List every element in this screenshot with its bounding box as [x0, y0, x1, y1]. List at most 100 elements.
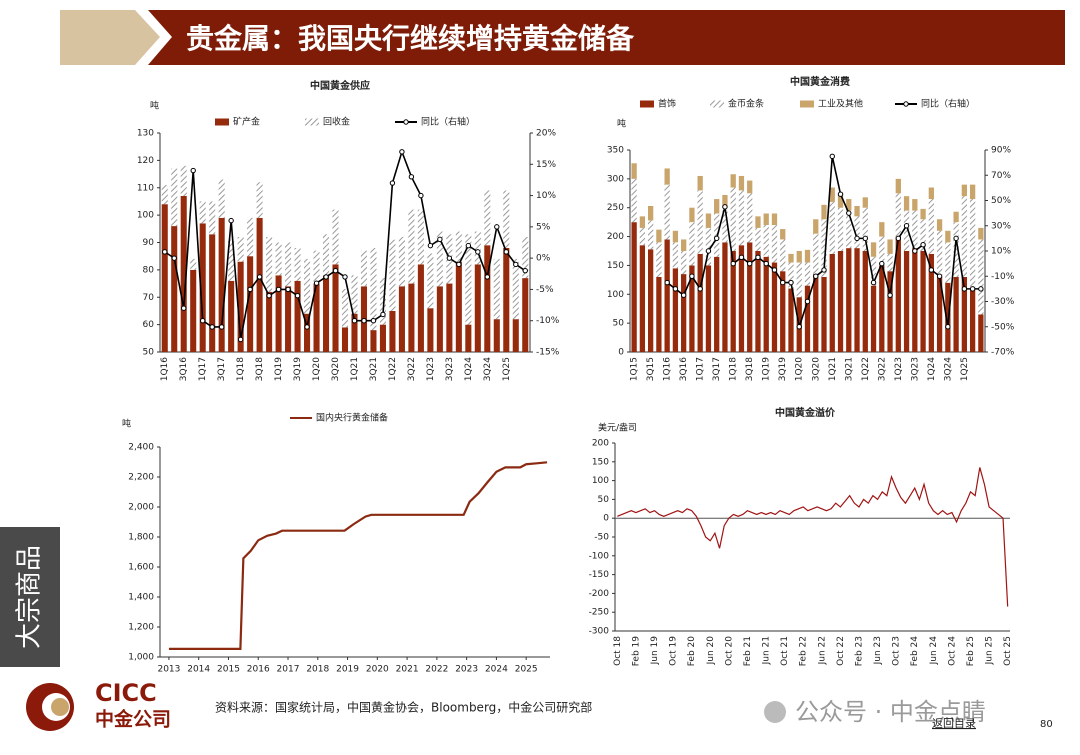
- bar-segment: [928, 253, 934, 352]
- line-marker: [162, 249, 168, 255]
- line-marker: [484, 274, 491, 280]
- bar-segment: [446, 283, 453, 352]
- bar-segment: [697, 175, 703, 191]
- bar-segment: [912, 199, 918, 211]
- bar-segment: [879, 265, 885, 352]
- line-marker: [780, 279, 786, 286]
- bar-segment: [705, 213, 712, 228]
- x-tick-label: Oct 18: [613, 636, 623, 666]
- bar-segment: [689, 207, 695, 223]
- x-tick-label: Jun 21: [762, 636, 772, 665]
- line-marker: [408, 174, 415, 180]
- yticks-label: 130: [137, 129, 154, 139]
- y2ticks-label: -15%: [536, 348, 560, 358]
- y2ticks-label: 70%: [991, 171, 1011, 181]
- bar-segment: [237, 237, 244, 262]
- x-tick-label: 3Q22: [877, 357, 887, 381]
- yticks-label: 2,200: [128, 473, 154, 483]
- header-accent: [60, 10, 160, 65]
- line-marker: [313, 280, 320, 286]
- bar-segment: [870, 242, 877, 257]
- bar-segment: [256, 217, 263, 352]
- x-tick-label: 1Q16: [160, 357, 170, 382]
- bar-segment: [763, 256, 769, 352]
- line-marker: [209, 324, 215, 330]
- x-tick-label: 1Q23: [894, 357, 904, 381]
- line-marker: [936, 273, 943, 279]
- line-marker: [978, 286, 984, 292]
- bar-segment: [218, 217, 225, 352]
- line-marker: [418, 192, 424, 199]
- yticks-label: 50: [598, 495, 610, 505]
- bar-segment: [266, 291, 273, 352]
- bar-segment: [199, 201, 206, 224]
- bar-segment: [846, 210, 852, 249]
- bar-segment: [796, 262, 802, 298]
- x-tick-label: 3Q18: [255, 357, 265, 382]
- bar-segment: [780, 271, 786, 352]
- bar-segment: [408, 283, 415, 352]
- x-tick-label: 2020: [366, 665, 389, 675]
- bar-segment: [631, 178, 637, 223]
- bar-segment: [763, 225, 769, 257]
- bar-segment: [862, 207, 868, 251]
- line-marker: [513, 261, 519, 268]
- x-tick-label: 1Q20: [312, 357, 322, 382]
- bar-segment: [821, 276, 827, 352]
- x-tick-label: 1Q24: [464, 357, 474, 382]
- line-marker: [437, 236, 443, 243]
- yticks-label: 1,600: [128, 563, 154, 573]
- x-tick-label: 3Q16: [179, 357, 189, 382]
- page-title: 贵金属：我国央行继续增持黄金储备: [186, 22, 635, 55]
- bar-segment: [664, 239, 670, 352]
- watermark: 公众号 · 中金点睛: [795, 698, 986, 726]
- bar-segment: [455, 261, 462, 352]
- x-tick-label: Oct 21: [780, 636, 790, 666]
- bar-segment: [813, 219, 819, 234]
- x-tick-label: 2021: [396, 665, 419, 675]
- bar-segment: [722, 242, 728, 352]
- bar-segment: [780, 239, 786, 272]
- bar-segment: [804, 285, 811, 352]
- bar-segment: [322, 234, 330, 276]
- bar-segment: [313, 283, 320, 352]
- bar-segment: [887, 239, 893, 254]
- bar-segment: [771, 262, 778, 352]
- bar-segment: [903, 196, 910, 211]
- legend-swatch: [640, 100, 654, 108]
- bar-segment: [821, 204, 827, 220]
- line-marker: [697, 286, 703, 292]
- bar-segment: [455, 231, 462, 262]
- bar-segment: [681, 274, 687, 352]
- line-marker: [771, 267, 778, 273]
- bar-segment: [755, 227, 761, 251]
- line-marker: [351, 318, 358, 324]
- x-tick-label: 3Q15: [646, 357, 656, 381]
- x-tick-label: 1Q15: [630, 357, 640, 381]
- bar-segment: [681, 251, 687, 275]
- x-tick-label: Jun 24: [929, 636, 939, 666]
- bar-segment: [714, 256, 720, 352]
- bar-segment: [969, 199, 976, 289]
- bar-segment: [256, 182, 263, 218]
- x-tick-label: Feb 20: [687, 636, 697, 667]
- x-tick-label: 3Q24: [483, 357, 493, 382]
- yticks-label: 80: [143, 265, 155, 275]
- bar-segment: [275, 242, 282, 276]
- bar-segment: [879, 222, 885, 237]
- yticks-label: -50: [594, 533, 609, 543]
- logo-mark-core: [51, 698, 69, 716]
- x-tick-label: Oct 25: [1003, 636, 1013, 666]
- bar-segment: [639, 227, 646, 246]
- legend-label: 首饰: [658, 98, 676, 110]
- y2ticks-label: 50%: [991, 196, 1011, 206]
- back-link[interactable]: 返回目录: [932, 717, 976, 730]
- line-marker: [788, 279, 794, 286]
- yticks-label: -300: [589, 627, 610, 637]
- bar-segment: [664, 168, 670, 185]
- yticks-label: 1,000: [128, 653, 154, 663]
- x-tick-label: Oct 19: [669, 636, 679, 666]
- y2ticks-label: 90%: [991, 146, 1011, 156]
- line-marker: [879, 260, 885, 267]
